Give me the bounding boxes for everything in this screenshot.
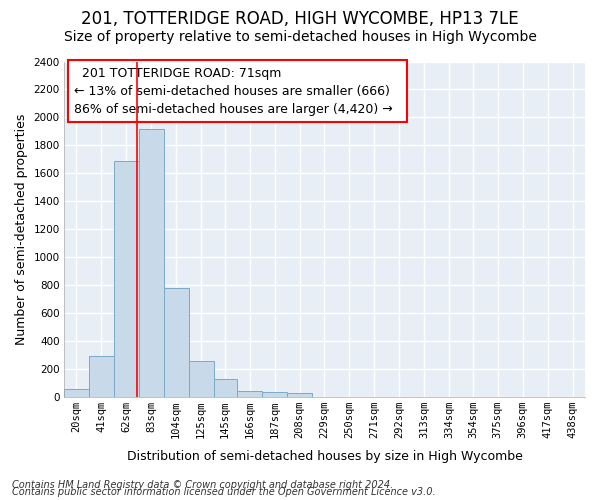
Bar [89, 356, 114, 397]
Y-axis label: Number of semi-detached properties: Number of semi-detached properties [15, 114, 28, 345]
Text: Contains public sector information licensed under the Open Government Licence v3: Contains public sector information licen… [12, 487, 436, 497]
Bar [237, 391, 262, 396]
Text: 201, TOTTERIDGE ROAD, HIGH WYCOMBE, HP13 7LE: 201, TOTTERIDGE ROAD, HIGH WYCOMBE, HP13… [81, 10, 519, 28]
Bar [287, 392, 312, 396]
Bar [262, 392, 287, 396]
X-axis label: Distribution of semi-detached houses by size in High Wycombe: Distribution of semi-detached houses by … [127, 450, 523, 462]
Bar [188, 361, 214, 396]
Bar [164, 288, 188, 397]
Text: 201 TOTTERIDGE ROAD: 71sqm
← 13% of semi-detached houses are smaller (666)
86% o: 201 TOTTERIDGE ROAD: 71sqm ← 13% of semi… [74, 66, 401, 116]
Bar [139, 128, 164, 396]
Bar [64, 389, 89, 396]
Text: Contains HM Land Registry data © Crown copyright and database right 2024.: Contains HM Land Registry data © Crown c… [12, 480, 393, 490]
Bar [214, 378, 237, 396]
Bar [114, 162, 139, 396]
Text: Size of property relative to semi-detached houses in High Wycombe: Size of property relative to semi-detach… [64, 30, 536, 44]
